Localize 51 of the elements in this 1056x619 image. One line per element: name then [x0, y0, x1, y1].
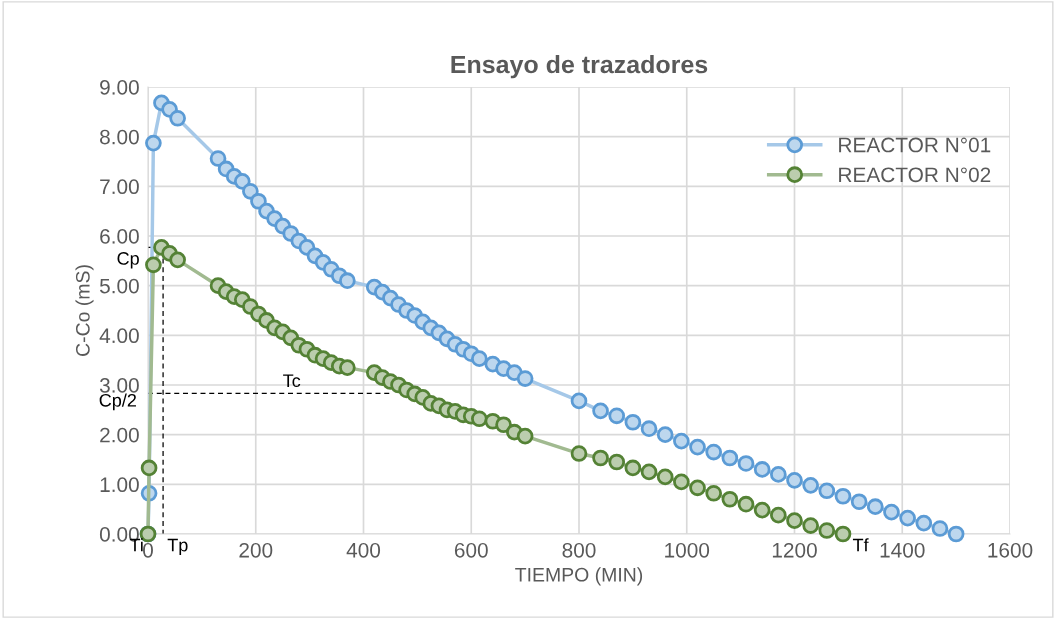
- x-axis-title: TIEMPO (MIN): [515, 567, 643, 586]
- chart-title: Ensayo de trazadores: [451, 54, 708, 79]
- point: [592, 449, 609, 467]
- x-tick-label: 1200: [772, 542, 817, 558]
- point: [802, 517, 819, 534]
- legend-label: REACTOR N°01: [839, 137, 991, 153]
- y-tick-label: 4.00: [99, 328, 139, 344]
- y-tick-label: 7.00: [100, 179, 139, 195]
- point: [770, 506, 787, 524]
- y-tick-label: 8.00: [100, 129, 139, 145]
- x-tick-label: 1600: [988, 542, 1033, 558]
- annotation: Tc: [283, 374, 301, 388]
- annotation: Tf: [852, 538, 869, 552]
- point: [834, 525, 852, 543]
- y-tick-label: 9.00: [100, 80, 139, 95]
- point: [673, 473, 690, 491]
- point: [818, 522, 836, 539]
- point: [169, 251, 186, 269]
- point: [145, 256, 162, 274]
- y-tick-label: 2.00: [100, 427, 139, 443]
- x-tick-label: 1000: [665, 542, 710, 558]
- y-axis-title: C-Co (mS): [75, 265, 94, 356]
- point: [656, 468, 674, 486]
- point: [516, 427, 534, 445]
- x-tick-label: 600: [454, 542, 488, 558]
- x-tick-label: 0: [143, 542, 153, 558]
- annotation: Tp: [167, 538, 188, 555]
- point: [608, 453, 626, 471]
- point: [570, 445, 588, 462]
- legend-label: REACTOR N°02: [839, 167, 991, 183]
- y-tick-label: 6.00: [100, 229, 139, 244]
- point: [721, 490, 739, 508]
- x-tick-label: 200: [239, 542, 273, 558]
- y-tick-label: 5.00: [99, 278, 139, 294]
- point: [705, 484, 723, 502]
- point: [737, 495, 755, 513]
- point: [689, 479, 706, 497]
- point: [471, 410, 488, 428]
- annotation: Cp: [117, 252, 139, 269]
- point: [640, 463, 658, 481]
- x-tick-label: 800: [562, 542, 596, 558]
- point: [753, 501, 771, 519]
- x-tick-label: 400: [346, 542, 381, 558]
- y-tick-label: 1.00: [100, 477, 139, 493]
- annotation: Cp/2: [99, 393, 136, 411]
- point: [624, 459, 642, 477]
- point: [140, 459, 158, 477]
- point: [786, 512, 803, 529]
- point: [339, 359, 356, 376]
- x-tick-label: 1400: [880, 542, 925, 558]
- y-tick-label: 3.00: [99, 378, 139, 393]
